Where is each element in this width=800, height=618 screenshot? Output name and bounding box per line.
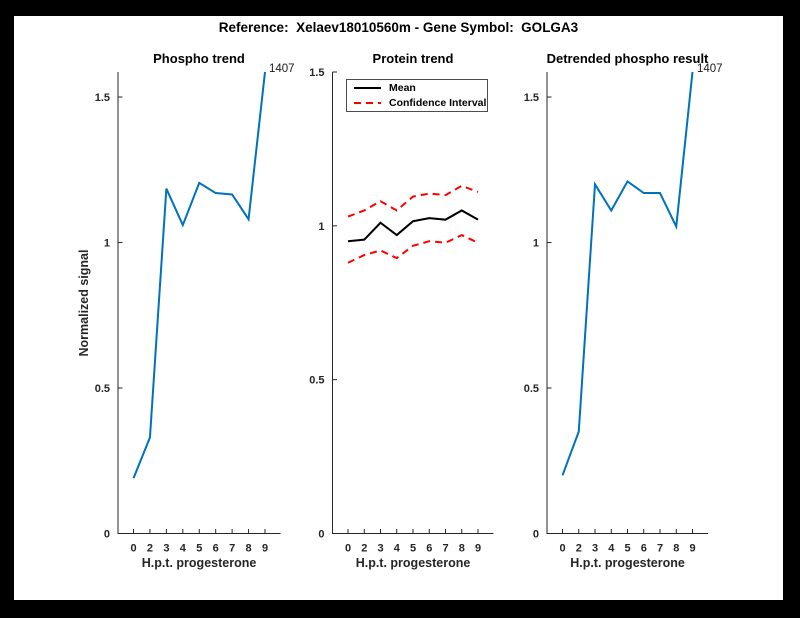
x-tick-label: 2 bbox=[576, 543, 582, 555]
mean-line-sample-icon bbox=[354, 87, 381, 89]
y-tick-label: 0 bbox=[104, 529, 110, 541]
series-phospho-signal bbox=[132, 71, 266, 479]
axes-line bbox=[546, 72, 708, 534]
x-tick-label: 7 bbox=[657, 543, 663, 555]
plot1-y-axis-label: Normalized signal bbox=[77, 249, 91, 357]
legend-box: Mean Confidence Interval bbox=[346, 79, 488, 112]
x-tick-label: 0 bbox=[130, 543, 136, 555]
x-tick-label: 2 bbox=[147, 543, 153, 555]
x-tick-label: 3 bbox=[377, 543, 383, 555]
x-tick-label: 5 bbox=[196, 543, 202, 555]
x-tick-label: 5 bbox=[410, 543, 416, 555]
y-tick-label: 0 bbox=[318, 529, 324, 541]
y-tick-label: 1.5 bbox=[524, 92, 539, 104]
x-tick-label: 7 bbox=[229, 543, 235, 555]
y-tick-label: 0.5 bbox=[309, 375, 324, 387]
x-tick-label: 0 bbox=[345, 543, 351, 555]
y-tick-label: 1 bbox=[533, 238, 539, 250]
y-tick-label: 1 bbox=[318, 221, 324, 233]
x-tick-label: 6 bbox=[213, 543, 219, 555]
x-tick-label: 3 bbox=[163, 543, 169, 555]
plot1-title: Phospho trend bbox=[153, 51, 245, 66]
legend-row-confidence-interval: Confidence Interval bbox=[354, 96, 487, 110]
x-tick-label: 8 bbox=[459, 543, 465, 555]
x-tick-label: 5 bbox=[624, 543, 630, 555]
x-tick-label: 4 bbox=[180, 543, 187, 555]
x-tick-label: 4 bbox=[394, 543, 401, 555]
plot1-x-axis-label: H.p.t. progesterone bbox=[141, 556, 257, 570]
legend-row-mean: Mean bbox=[354, 81, 487, 95]
figure-canvas bbox=[14, 16, 783, 600]
series-ci-upper bbox=[347, 184, 479, 218]
axes-line bbox=[332, 72, 494, 534]
y-tick-label: 1 bbox=[104, 238, 110, 250]
subplot-1-graphics: 0 2 3 4 5 6 7 8 900.511.5 bbox=[95, 71, 281, 555]
x-tick-label: 7 bbox=[442, 543, 448, 555]
x-tick-label: 3 bbox=[592, 543, 598, 555]
subplot-2-graphics: 0 2 3 4 5 6 7 8 900.511.5 bbox=[309, 67, 494, 555]
x-tick-label: 9 bbox=[475, 543, 481, 555]
y-tick-label: 0.5 bbox=[524, 383, 539, 395]
x-tick-label: 4 bbox=[608, 543, 615, 555]
x-tick-label: 8 bbox=[246, 543, 252, 555]
series-mean bbox=[347, 209, 479, 243]
plot1-endpoint-annotation: 1407 bbox=[269, 63, 295, 75]
series-detrended-phospho bbox=[561, 71, 694, 476]
x-tick-label: 8 bbox=[673, 543, 679, 555]
y-tick-label: 1.5 bbox=[95, 92, 110, 104]
plot2-title: Protein trend bbox=[372, 51, 454, 66]
x-tick-label: 0 bbox=[559, 543, 565, 555]
plot3-title: Detrended phospho result bbox=[546, 51, 709, 66]
y-tick-label: 0.5 bbox=[95, 383, 110, 395]
plot2-x-axis-label: H.p.t. progesterone bbox=[355, 556, 471, 570]
confidence-interval-line-sample-icon bbox=[354, 102, 381, 104]
series-ci-lower bbox=[347, 233, 479, 264]
legend-label-confidence-interval: Confidence Interval bbox=[389, 97, 487, 109]
legend-label-mean: Mean bbox=[389, 82, 416, 94]
x-tick-label: 6 bbox=[426, 543, 432, 555]
y-tick-label: 0 bbox=[533, 529, 539, 541]
figure-title: Reference: Xelaev18010560m - Gene Symbol… bbox=[218, 20, 579, 35]
plot3-endpoint-annotation: 1407 bbox=[697, 63, 723, 75]
y-tick-label: 1.5 bbox=[309, 67, 324, 79]
x-tick-label: 2 bbox=[361, 543, 367, 555]
axes-line bbox=[117, 72, 281, 534]
x-tick-label: 9 bbox=[262, 543, 268, 555]
x-tick-label: 9 bbox=[689, 543, 695, 555]
subplot-3-graphics: 0 2 3 4 5 6 7 8 900.511.5 bbox=[524, 71, 708, 555]
x-tick-label: 6 bbox=[641, 543, 647, 555]
plot3-x-axis-label: H.p.t. progesterone bbox=[570, 556, 685, 570]
